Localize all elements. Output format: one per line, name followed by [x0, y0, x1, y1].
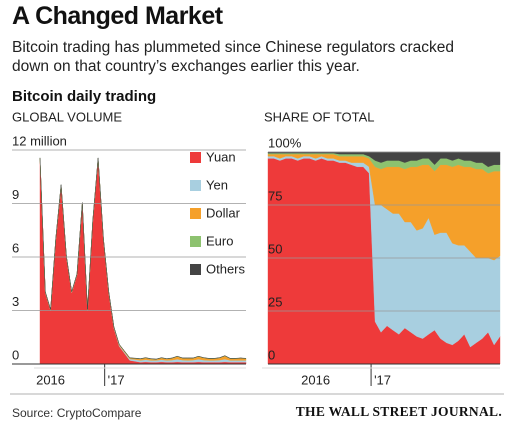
y-tick-label: 25: [268, 294, 282, 309]
y-tick-label: 12 million: [12, 133, 67, 148]
legend-swatch: [190, 236, 201, 247]
legend-label: Euro: [206, 233, 233, 248]
x-tick-label: '17: [374, 372, 391, 387]
legend-swatch: [190, 264, 201, 275]
y-tick-label: 100%: [268, 135, 302, 150]
section-title: Bitcoin daily trading: [12, 88, 157, 105]
y-tick-label: 0: [268, 347, 275, 362]
chart-title: GLOBAL VOLUME: [12, 109, 122, 124]
chart-title: SHARE OF TOTAL: [264, 109, 375, 124]
y-tick-label: 75: [268, 188, 282, 203]
legend-swatch: [190, 180, 201, 191]
x-tick-label: '17: [108, 372, 125, 387]
x-tick-label: 2016: [36, 372, 65, 387]
legend-label: Others: [206, 261, 246, 276]
area: [39, 157, 247, 360]
y-tick-label: 6: [12, 240, 19, 255]
legend-label: Dollar: [206, 205, 241, 220]
y-tick-label: 3: [12, 294, 19, 309]
subtitle: Bitcoin trading has plummeted since Chin…: [12, 39, 454, 75]
y-tick-label: 9: [12, 187, 19, 202]
source: Source: CryptoCompare: [12, 406, 142, 420]
x-tick-label: 2016: [301, 372, 330, 387]
publisher: THE WALL STREET JOURNAL.: [295, 404, 502, 419]
legend-swatch: [190, 208, 201, 219]
legend-swatch: [190, 152, 201, 163]
legend-label: Yen: [206, 177, 228, 192]
title: A Changed Market: [12, 2, 223, 30]
y-tick-label: 0: [12, 347, 19, 362]
legend-label: Yuan: [206, 149, 236, 164]
y-tick-label: 50: [268, 241, 282, 256]
